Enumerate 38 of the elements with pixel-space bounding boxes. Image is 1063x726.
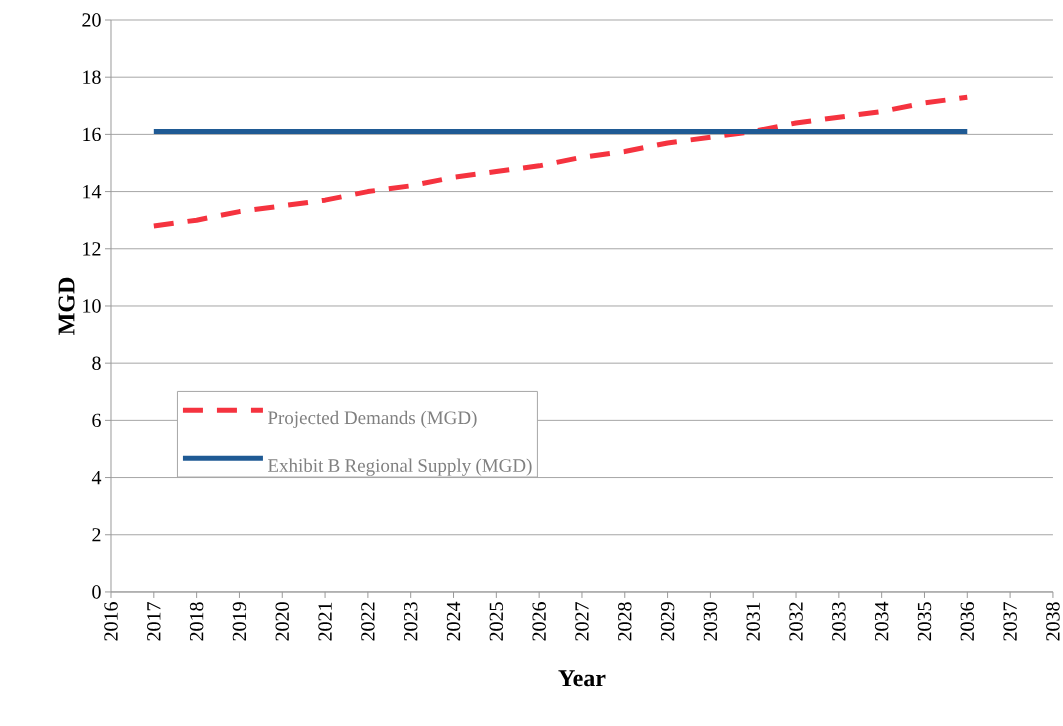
legend-label: Projected Demands (MGD) <box>267 410 477 429</box>
x-tick-label: 2023 <box>403 602 418 641</box>
y-tick-label: 18 <box>83 70 101 84</box>
x-tick-label: 2027 <box>575 602 589 641</box>
x-tick-label: 2022 <box>361 602 375 641</box>
x-tick-label: 2030 <box>703 602 718 641</box>
y-tick-label: 16 <box>83 127 101 142</box>
y-tick-label: 20 <box>82 13 101 27</box>
x-tick-label: 2033 <box>832 602 846 641</box>
x-tick-label: 2021 <box>318 602 332 641</box>
y-tick-label: 6 <box>92 413 101 428</box>
x-axis-title: Year <box>558 670 606 687</box>
y-axis-title: MGD <box>58 277 75 335</box>
x-tick-label: 2016 <box>104 602 118 641</box>
x-tick-label: 2032 <box>789 602 803 641</box>
x-tick-label: 2018 <box>189 602 204 641</box>
x-tick-label: 2024 <box>446 601 461 641</box>
x-tick-label: 2029 <box>660 602 675 641</box>
x-tick-label: 2035 <box>917 602 932 641</box>
y-tick-label: 10 <box>83 299 101 313</box>
y-tick-label: 8 <box>92 356 101 370</box>
x-tick-label: 2025 <box>489 602 504 641</box>
y-tick-label: 12 <box>83 242 101 256</box>
x-tick-label: 2036 <box>960 602 975 641</box>
x-tick-label: 2017 <box>147 602 161 641</box>
x-tick-label: 2031 <box>746 602 760 641</box>
y-tick-label: 4 <box>91 471 102 485</box>
y-tick-label: 0 <box>92 585 101 599</box>
y-tick-label: 2 <box>92 528 101 542</box>
x-tick-label: 2034 <box>874 601 889 641</box>
y-tick-label: 14 <box>83 185 102 199</box>
x-tick-label: 2038 <box>1046 602 1060 641</box>
legend-label: Exhibit B Regional Supply (MGD) <box>267 458 532 476</box>
x-tick-label: 2037 <box>1003 602 1017 641</box>
x-tick-label: 2020 <box>275 602 289 641</box>
x-tick-label: 2019 <box>232 602 247 641</box>
x-tick-label: 2028 <box>618 602 632 641</box>
x-tick-label: 2026 <box>532 602 546 641</box>
